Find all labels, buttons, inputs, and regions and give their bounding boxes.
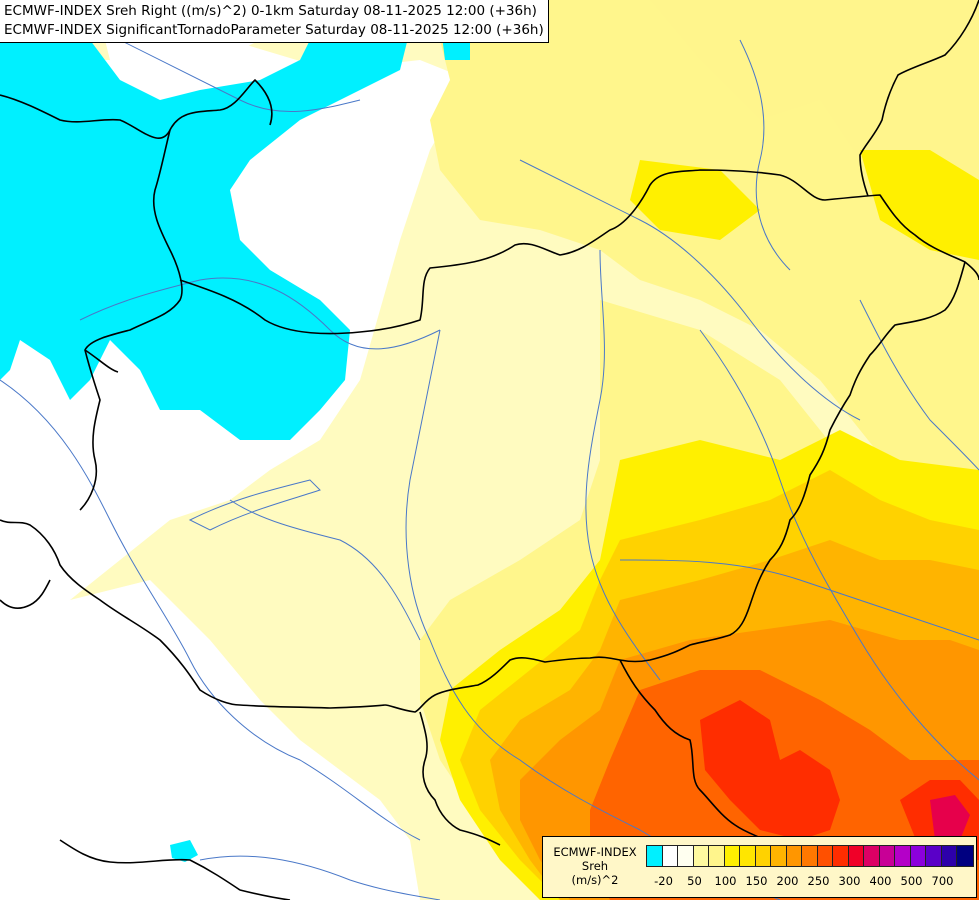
legend-tick-label: 150 [745,874,768,888]
legend-tick-label: 250 [807,874,830,888]
legend-title-line: Sreh [581,859,609,873]
legend-swatches [646,845,974,867]
legend-title-line: ECMWF-INDEX [553,845,637,859]
field-yellow-ne [860,150,979,260]
title-line-stp: ECMWF-INDEX SignificantTornadoParameter … [4,22,544,38]
legend-tick-label: 500 [900,874,923,888]
legend-swatch [864,846,880,866]
field-white-south [0,580,420,900]
legend-tick-label: 400 [869,874,892,888]
legend-tick-label: 700 [931,874,954,888]
legend-swatch [910,846,926,866]
legend-tick-label: -20 [654,874,673,888]
rivers [0,39,979,900]
legend-tick-label: 50 [687,874,702,888]
legend-swatch [941,846,957,866]
legend-swatch [662,846,678,866]
legend-swatch [848,846,864,866]
legend-swatch [709,846,725,866]
field-cyan-west [0,0,410,440]
legend-swatch [724,846,740,866]
legend-swatch [833,846,849,866]
legend-tick-label: 200 [776,874,799,888]
title-line-sreh: ECMWF-INDEX Sreh Right ((m/s)^2) 0-1km S… [4,3,537,19]
legend-swatch [678,846,694,866]
legend-swatch [786,846,802,866]
field-light-yellow-ne [480,0,979,220]
legend-swatch [755,846,771,866]
legend-title: ECMWF-INDEX Sreh (m/s)^2 [549,845,641,887]
legend-swatch [802,846,818,866]
legend-title-line: (m/s)^2 [571,873,619,887]
legend-swatch [693,846,709,866]
legend-tick-label: 300 [838,874,861,888]
field-cyan-south [170,840,198,862]
field-yellow-n [630,160,760,240]
field-crimson-core [930,795,970,840]
legend-tick-label: 100 [714,874,737,888]
legend-swatch [771,846,787,866]
legend-swatch [740,846,756,866]
legend-swatch [879,846,895,866]
legend-swatch [895,846,911,866]
legend-swatch [817,846,833,866]
field-red-core-1 [700,700,840,840]
legend-ticks: -20 50 100 150 200 250 300 400 500 700 [646,874,976,888]
map-title-box: ECMWF-INDEX Sreh Right ((m/s)^2) 0-1km S… [0,0,549,43]
legend-swatch [957,846,973,866]
color-legend: ECMWF-INDEX Sreh (m/s)^2 -20 50 100 150 200 2… [542,836,977,898]
legend-swatch [926,846,942,866]
legend-swatch [647,846,663,866]
